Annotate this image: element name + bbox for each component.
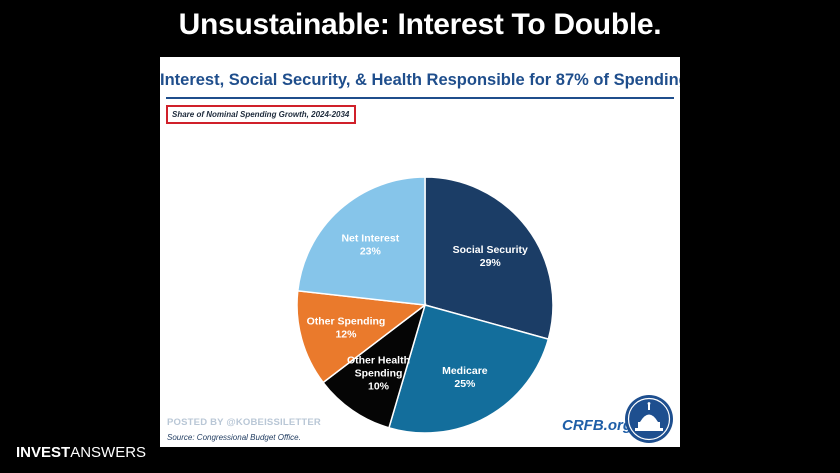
data-label-net-interest: Net Interest 23% — [341, 232, 399, 257]
watermark: POSTED BY @KOBEISSILETTER — [167, 417, 321, 428]
org-name: CRFB.org — [562, 417, 632, 434]
slide-title: Unsustainable: Interest To Double. — [178, 8, 662, 41]
pie-slice-medicare — [388, 304, 550, 434]
pie-slice-other-spending — [296, 289, 427, 384]
data-label-medicare: Medicare 25% — [442, 365, 488, 390]
data-label-other-health-spending: Other Health Spending 10% — [347, 355, 410, 393]
pie-slice-other-health-spending — [322, 303, 427, 429]
brand-logo: INVESTANSWERS — [16, 444, 146, 461]
pie-slice-social-security — [424, 176, 554, 341]
chart-subtitle: Share of Nominal Spending Growth, 2024-2… — [166, 105, 356, 124]
capitol-seal-icon — [625, 395, 673, 443]
pie-chart: Social Security 29% Medicare 25% Other Healt… — [296, 176, 554, 434]
chart-card: Interest, Social Security, & Health Resp… — [160, 57, 680, 447]
source-note: Source: Congressional Budget Office. — [167, 433, 301, 442]
chart-title: Interest, Social Security, & Health Resp… — [160, 71, 680, 89]
brand-light: ANSWERS — [70, 444, 147, 461]
brand-bold: INVEST — [16, 444, 71, 461]
title-rule — [166, 97, 674, 99]
data-label-other-spending: Other Spending 12% — [307, 315, 386, 340]
pie-slice-net-interest — [296, 176, 426, 306]
data-label-social-security: Social Security 29% — [453, 244, 528, 269]
